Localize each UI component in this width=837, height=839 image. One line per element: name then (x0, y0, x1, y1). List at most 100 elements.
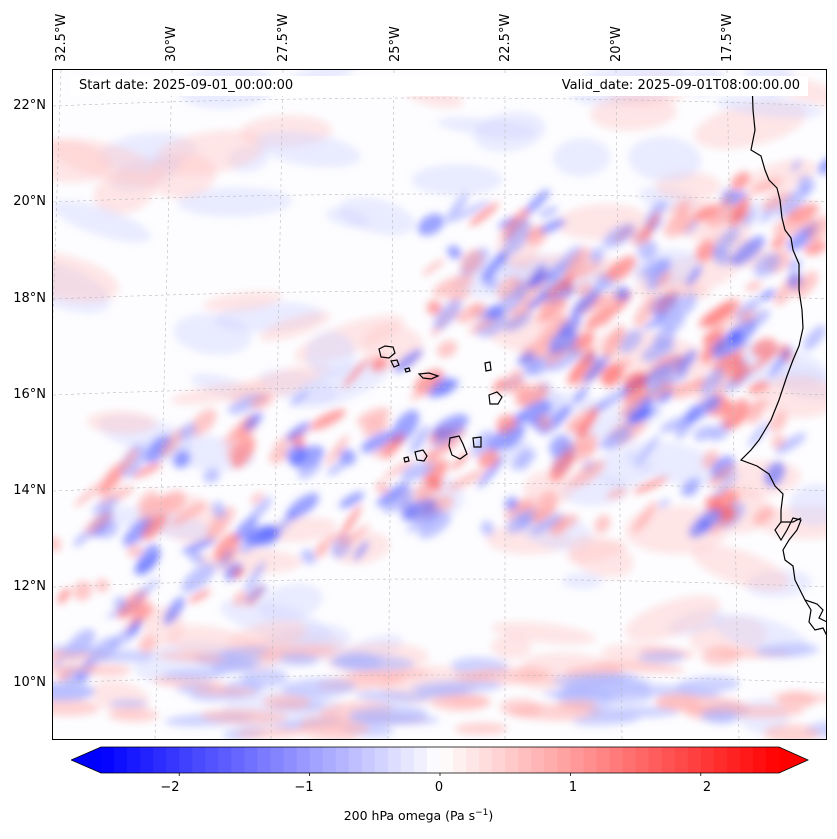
colorbar-segment (114, 747, 128, 773)
omega-anomaly (722, 338, 749, 354)
omega-anomaly (594, 450, 652, 487)
omega-anomaly (778, 184, 810, 217)
omega-anomaly (73, 531, 90, 547)
omega-anomaly (794, 271, 819, 298)
omega-anomaly (212, 501, 226, 520)
lat-label-22n: 22°N (13, 98, 46, 113)
lat-label-18n: 18°N (13, 291, 46, 306)
colorbar-segment (700, 747, 715, 773)
omega-anomaly (568, 535, 634, 578)
omega-anomaly (755, 643, 820, 658)
omega-anomaly (504, 217, 531, 255)
omega-anomaly (624, 684, 721, 699)
gridline-lat-22n (53, 97, 826, 107)
colorbar-segment (348, 747, 363, 773)
omega-anomaly (480, 520, 495, 536)
omega-anomaly (342, 356, 370, 389)
island-santiago (448, 435, 468, 460)
omega-anomaly (768, 346, 793, 379)
omega-anomaly (529, 514, 563, 535)
omega-anomaly (553, 138, 611, 177)
omega-anomaly (740, 310, 754, 323)
omega-anomaly (537, 315, 570, 345)
graticule (53, 70, 826, 739)
omega-anomaly (297, 459, 322, 479)
omega-anomaly (746, 309, 770, 330)
omega-anomaly (775, 432, 807, 455)
omega-anomaly (516, 389, 547, 406)
lon-label-30w: 30°W (164, 26, 179, 62)
omega-anomaly (370, 356, 388, 373)
omega-anomaly (804, 240, 826, 256)
omega-anomaly (281, 678, 356, 698)
omega-anomaly (648, 364, 670, 381)
omega-anomaly (55, 670, 73, 682)
omega-anomaly (309, 409, 346, 431)
omega-anomaly (753, 253, 781, 278)
omega-anomaly (285, 421, 311, 441)
colorbar-tick-label-0: 0 (434, 780, 444, 795)
colorbar-segment (609, 747, 624, 773)
omega-anomaly (491, 634, 532, 660)
omega-anomaly (711, 472, 740, 499)
omega-anomaly (504, 496, 520, 511)
omega-anomaly (87, 649, 154, 663)
header-strip (70, 76, 808, 96)
omega-field-layer (53, 70, 826, 739)
omega-anomaly (747, 177, 784, 195)
omega-anomaly (663, 314, 685, 331)
omega-anomaly (602, 223, 636, 249)
coastline-gambia (781, 517, 802, 523)
omega-anomaly (362, 419, 389, 436)
lon-label-22-5w: 22.5°W (498, 13, 513, 62)
omega-anomaly (572, 386, 589, 403)
omega-anomaly (504, 369, 523, 394)
omega-anomaly (339, 491, 365, 509)
omega-anomaly (506, 507, 538, 534)
colorbar-segment (739, 747, 754, 773)
omega-anomaly (325, 434, 349, 466)
omega-anomaly (127, 618, 143, 636)
omega-anomaly (707, 199, 734, 228)
gridline-lon-27-5w (270, 70, 284, 739)
colorbar-segment (361, 747, 376, 773)
omega-anomaly (515, 497, 534, 513)
map-panel (52, 69, 827, 740)
omega-anomaly (688, 508, 723, 538)
omega-anomaly (181, 562, 216, 593)
omega-anomaly (748, 380, 770, 395)
omega-anomaly (181, 537, 216, 554)
omega-anomaly (657, 270, 672, 287)
colorbar-segment (101, 747, 115, 773)
omega-anomaly (597, 299, 626, 318)
omega-anomaly (427, 476, 443, 492)
omega-anomaly (259, 312, 331, 342)
omega-anomaly (411, 164, 503, 196)
island-sao-vicente (390, 359, 400, 368)
omega-anomaly (698, 301, 737, 328)
island-sal (484, 361, 492, 372)
omega-anomaly (641, 210, 661, 241)
omega-anomaly (510, 446, 529, 471)
omega-anomaly (291, 361, 390, 409)
omega-anomaly (300, 549, 317, 565)
omega-anomaly (480, 251, 507, 282)
colorbar-segment (544, 747, 558, 773)
omega-anomaly (53, 251, 119, 303)
colorbar-segment (192, 747, 206, 773)
coastline-guinea-bissau (804, 599, 826, 636)
gridline-lon-30w (154, 70, 173, 739)
colorbar-segment (570, 747, 585, 773)
omega-anomaly (720, 508, 738, 525)
omega-anomaly (177, 187, 292, 217)
omega-anomaly (170, 501, 207, 526)
colorbar-segment (413, 747, 428, 773)
omega-anomaly (356, 407, 391, 427)
omega-anomaly (525, 291, 549, 312)
colorbar-segment (322, 747, 337, 773)
omega-anomaly (606, 487, 628, 500)
omega-anomaly (148, 153, 216, 199)
gridline-lat-14n (53, 482, 826, 492)
lon-label-27-5w: 27.5°W (276, 13, 291, 62)
colorbar-segment (635, 747, 650, 773)
